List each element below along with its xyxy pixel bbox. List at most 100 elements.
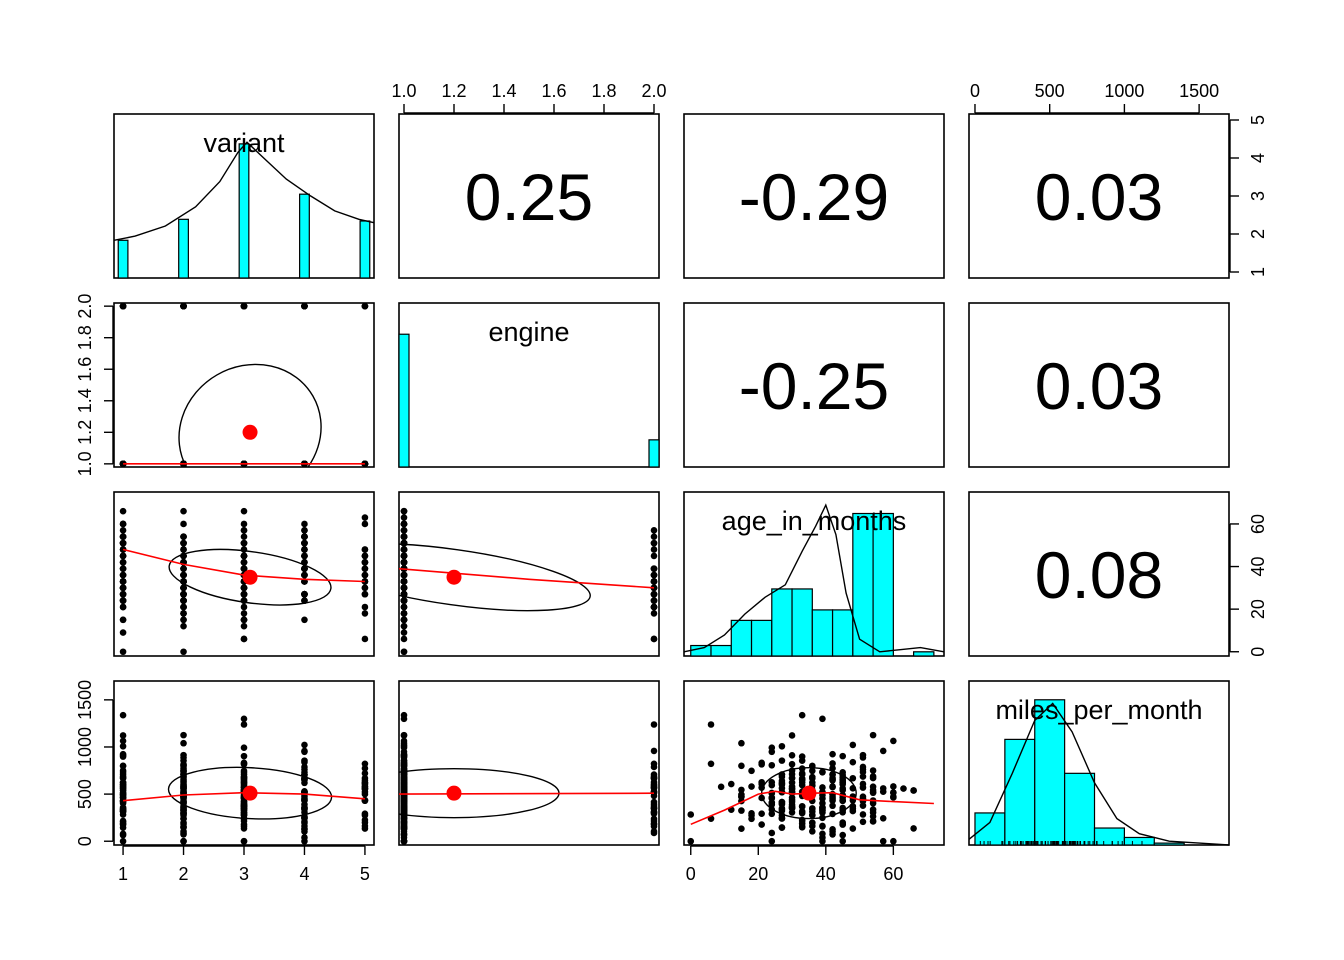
scatter-point bbox=[778, 800, 786, 808]
scatter-point bbox=[361, 796, 369, 804]
scatter-point bbox=[859, 811, 867, 818]
scatter-point bbox=[400, 533, 408, 541]
scatter-point bbox=[180, 795, 187, 802]
scatter-point bbox=[400, 795, 408, 802]
scatter-point bbox=[119, 303, 127, 310]
axis-tick-label: 1.4 bbox=[75, 388, 95, 413]
scatter-point bbox=[819, 806, 826, 814]
scatter-point bbox=[361, 770, 369, 777]
scatter-point bbox=[240, 806, 248, 814]
scatter-point bbox=[650, 789, 658, 797]
scatter-point bbox=[829, 831, 836, 838]
scatter-point bbox=[119, 460, 127, 467]
scatter-point bbox=[829, 771, 836, 778]
scatter-point bbox=[180, 546, 187, 553]
scatter-point bbox=[859, 768, 867, 776]
scatter-point bbox=[748, 783, 755, 790]
scatter-point bbox=[400, 578, 408, 585]
scatter-point bbox=[809, 822, 816, 830]
scatter-point bbox=[180, 837, 187, 845]
scatter-point bbox=[240, 767, 248, 775]
axis-tick-label: 1.6 bbox=[541, 81, 566, 101]
scatter-point bbox=[180, 751, 187, 759]
scatter-point bbox=[361, 603, 369, 611]
scatter-point bbox=[119, 507, 127, 515]
scatter-point bbox=[119, 520, 127, 528]
scatter-point bbox=[400, 610, 408, 617]
scatter-point bbox=[119, 783, 127, 791]
scatter-point bbox=[738, 791, 745, 798]
axis-tick-label: 3 bbox=[239, 864, 249, 884]
density-curve-miles_per_month bbox=[968, 702, 1230, 846]
scatter-point bbox=[778, 807, 786, 815]
scatter-point bbox=[839, 821, 847, 828]
scatter-point bbox=[650, 784, 658, 791]
scatter-point bbox=[240, 590, 248, 598]
scatter-point bbox=[361, 558, 369, 566]
scatter-point bbox=[650, 820, 658, 827]
panel-frame-variant-engine bbox=[398, 113, 660, 279]
scatter-point bbox=[788, 732, 796, 739]
scatter-point bbox=[768, 837, 776, 845]
scatter-panel-engine-miles_per_month bbox=[399, 711, 658, 845]
scatter-point bbox=[240, 622, 248, 630]
scatter-point bbox=[849, 741, 857, 749]
scatter-point bbox=[859, 793, 867, 801]
scatter-point bbox=[859, 802, 867, 809]
scatter-point bbox=[119, 742, 127, 750]
scatter-point bbox=[361, 760, 369, 768]
left-axis-engine: 1.0 1.2 1.4 1.6 1.8 2.0 bbox=[75, 294, 114, 476]
scatter-point bbox=[361, 565, 369, 572]
axis-tick-label: 1500 bbox=[1179, 81, 1219, 101]
scatter-point bbox=[301, 520, 308, 528]
panel-frame-engine-variant bbox=[113, 302, 375, 468]
scatter-point bbox=[180, 603, 187, 611]
scatter-point bbox=[829, 795, 836, 802]
scatter-point bbox=[180, 831, 187, 838]
scatter-point bbox=[788, 785, 796, 792]
axis-tick-label: 0 bbox=[686, 864, 696, 884]
scatter-point bbox=[301, 571, 308, 579]
scatter-point bbox=[809, 828, 816, 835]
scatter-point bbox=[400, 831, 408, 838]
scatter-point bbox=[240, 635, 248, 643]
scatter-point bbox=[859, 818, 867, 826]
scatter-point bbox=[400, 635, 408, 643]
panel-frame-engine-miles_per_month bbox=[968, 302, 1230, 468]
scatter-point bbox=[707, 721, 715, 728]
top-axis-miles_per_month: 0 500 1000 1500 bbox=[970, 81, 1219, 114]
scatter-point bbox=[890, 783, 897, 790]
scatter-point bbox=[650, 527, 658, 534]
scatter-point bbox=[400, 539, 408, 547]
scatter-point bbox=[650, 597, 658, 604]
scatter-point bbox=[240, 533, 248, 541]
scatter-point bbox=[798, 753, 806, 760]
scatter-point bbox=[180, 590, 187, 598]
scatter-point bbox=[119, 603, 127, 611]
scatter-point bbox=[240, 558, 248, 566]
scatter-point bbox=[240, 565, 248, 572]
scatter-point bbox=[829, 802, 836, 810]
scatter-point bbox=[879, 814, 887, 822]
scatter-point bbox=[650, 721, 658, 728]
hist-bar-variant bbox=[299, 193, 310, 279]
scatter-point bbox=[839, 777, 847, 785]
axis-tick-label: 4 bbox=[1248, 153, 1268, 163]
scatter-point bbox=[180, 520, 187, 528]
scatter-point bbox=[361, 816, 369, 824]
scatter-point bbox=[240, 811, 248, 818]
scatter-point bbox=[400, 546, 408, 553]
axis-tick-label: 1.4 bbox=[491, 81, 516, 101]
scatter-point bbox=[849, 825, 857, 832]
mean-point bbox=[801, 785, 817, 801]
scatter-point bbox=[748, 810, 755, 817]
scatter-point bbox=[119, 768, 127, 776]
scatter-panel-variant-age_in_months bbox=[119, 507, 369, 656]
scatter-point bbox=[400, 622, 408, 630]
scatter-point bbox=[400, 715, 408, 723]
scatter-point bbox=[240, 546, 248, 553]
hist-bar-age_in_months bbox=[872, 512, 894, 657]
scatter-point bbox=[240, 721, 248, 728]
scatter-point bbox=[890, 789, 897, 796]
scatter-point bbox=[361, 777, 369, 784]
